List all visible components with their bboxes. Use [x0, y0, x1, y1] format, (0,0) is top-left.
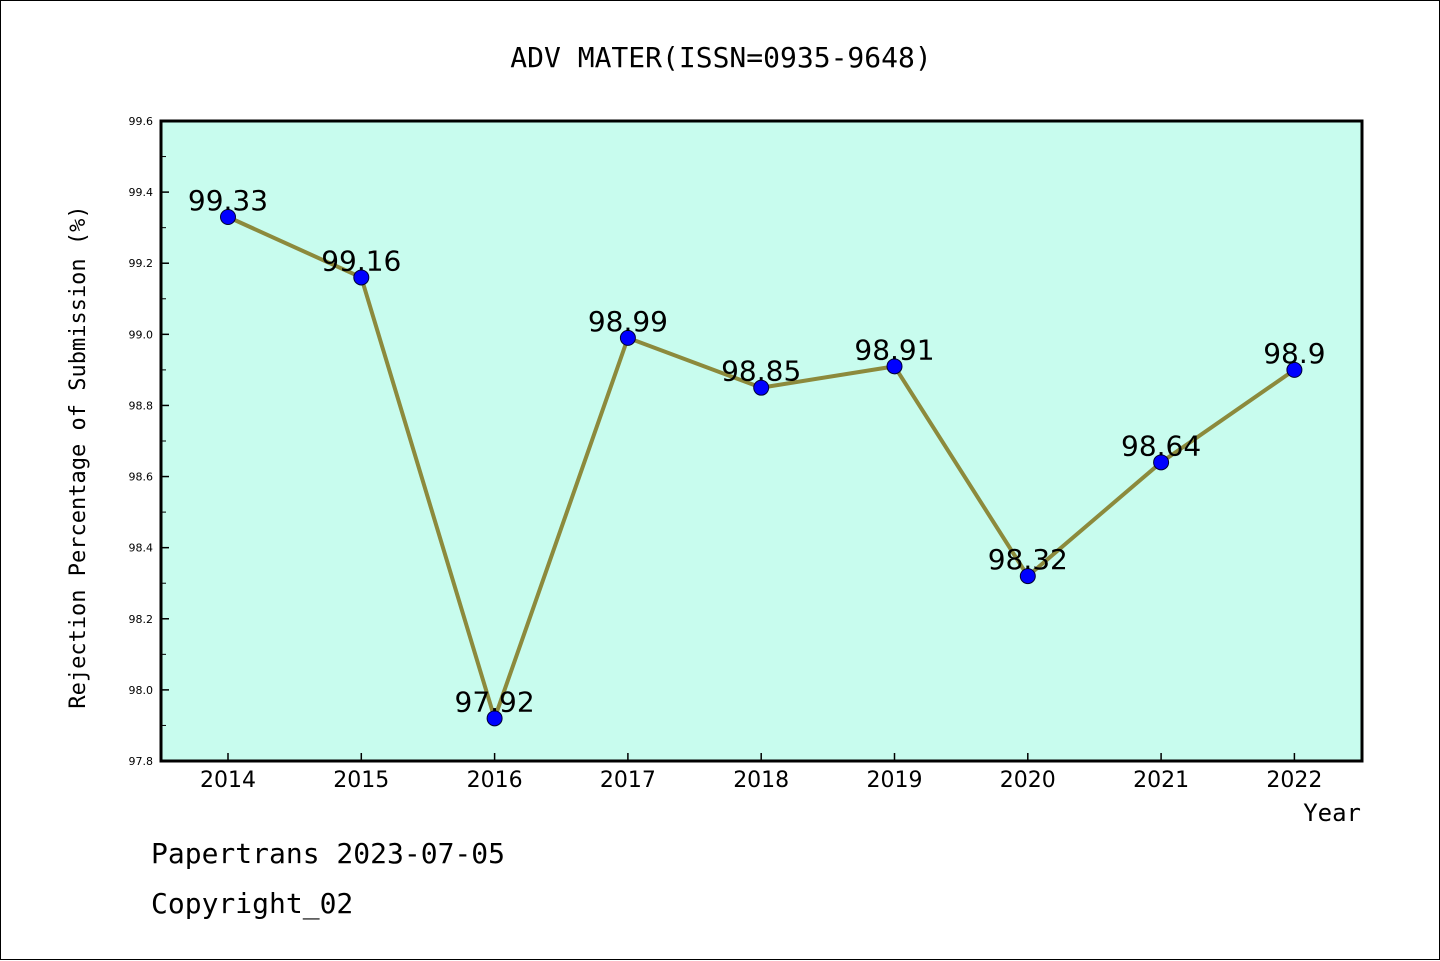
data-point — [1019, 568, 1036, 585]
x-tick-label: 2020 — [1000, 768, 1056, 793]
data-point — [619, 329, 636, 346]
data-label: 98.85 — [721, 355, 801, 388]
y-tick-label: 98.6 — [129, 471, 154, 484]
x-axis-label: Year — [1303, 799, 1361, 827]
x-tick-label: 2021 — [1133, 768, 1189, 793]
data-label: 98.64 — [1121, 429, 1201, 462]
y-tick-label: 99.6 — [129, 115, 154, 128]
y-tick-label: 99.0 — [129, 328, 154, 341]
x-tick-label: 2015 — [333, 768, 389, 793]
x-tick-label: 2022 — [1266, 768, 1322, 793]
data-label: 98.9 — [1263, 337, 1325, 370]
series-layer: 99.33 99.16 97.92 98.99 98.85 98.91 98.32 98.64… — [188, 184, 1326, 727]
x-tick-label: 2017 — [600, 768, 656, 793]
data-label: 98.99 — [588, 305, 668, 338]
data-point — [886, 358, 903, 375]
y-tick-label: 99.2 — [129, 257, 154, 270]
data-label: 97.92 — [455, 685, 535, 718]
data-point — [486, 710, 503, 727]
footer-copyright: Copyright_02 — [151, 887, 354, 920]
x-axis: 2014 2015 2016 2017 2018 2019 2020 2021 2022 — [200, 753, 1322, 793]
x-tick-label: 2019 — [867, 768, 923, 793]
data-point — [220, 209, 236, 225]
data-label: 98.91 — [854, 333, 934, 366]
y-tick-label: 97.8 — [129, 755, 154, 768]
data-point — [353, 269, 370, 286]
x-tick-label: 2018 — [733, 768, 789, 793]
y-axis: 97.8 98.0 98.2 98.4 98.6 98.8 99.0 99.2 99.4 99.6 — [129, 115, 169, 768]
footer-source: Papertrans 2023-07-05 — [151, 837, 506, 870]
x-tick-label: 2014 — [200, 768, 256, 793]
y-tick-label: 98.0 — [129, 684, 154, 697]
plot-area — [159, 119, 1364, 763]
data-label: 99.33 — [188, 184, 268, 217]
chart-title: ADV MATER(ISSN=0935-9648) — [510, 41, 931, 74]
y-axis-label: Rejection Percentage of Submission (%) — [66, 205, 91, 708]
y-tick-label: 98.8 — [129, 399, 154, 412]
data-point — [1286, 361, 1303, 378]
y-tick-label: 98.2 — [129, 613, 154, 626]
data-label: 99.16 — [321, 244, 401, 277]
data-label: 98.32 — [988, 543, 1068, 576]
data-point — [1153, 454, 1170, 471]
y-tick-label: 98.4 — [129, 542, 154, 555]
y-tick-label: 99.4 — [129, 186, 154, 199]
x-tick-label: 2016 — [467, 768, 523, 793]
data-point — [753, 379, 770, 396]
